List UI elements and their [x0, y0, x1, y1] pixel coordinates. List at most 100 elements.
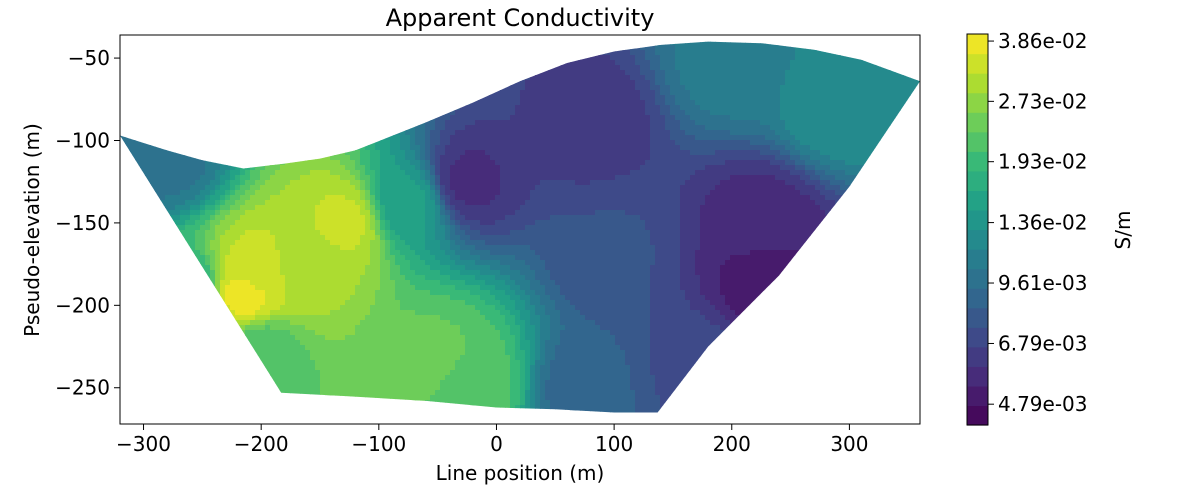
contour-cell — [315, 165, 321, 171]
contour-cell — [435, 165, 441, 171]
contour-cell — [635, 95, 641, 101]
contour-cell — [765, 125, 771, 131]
contour-cell — [545, 75, 551, 81]
contour-cell — [475, 160, 481, 166]
contour-cell — [695, 100, 701, 106]
contour-cell — [650, 185, 656, 191]
contour-cell — [760, 155, 766, 161]
contour-cell — [700, 55, 706, 61]
contour-cell — [175, 175, 181, 181]
contour-cell — [765, 100, 771, 106]
contour-cell — [545, 100, 551, 106]
contour-cell — [165, 190, 171, 196]
contour-cell — [595, 140, 601, 146]
contour-cell — [585, 165, 591, 171]
contour-cell — [495, 120, 501, 126]
contour-cell — [410, 155, 416, 161]
contour-cell — [390, 165, 396, 171]
contour-cell — [685, 41, 691, 46]
contour-cell — [890, 115, 896, 121]
contour-cell — [610, 180, 616, 186]
contour-cell — [810, 180, 816, 186]
contour-cell — [605, 160, 611, 166]
contour-cell — [635, 55, 641, 61]
contour-cell — [460, 150, 466, 156]
contour-cell — [835, 185, 841, 191]
contour-cell — [630, 75, 636, 81]
contour-cell — [770, 150, 776, 156]
contour-cell — [810, 165, 816, 171]
contour-cell — [860, 70, 866, 76]
contour-cell — [455, 110, 461, 116]
contour-cell — [585, 125, 591, 131]
contour-cell — [570, 175, 576, 181]
contour-cell — [230, 185, 236, 191]
contour-cell — [510, 140, 516, 146]
contour-cell — [560, 135, 566, 141]
contour-cell — [880, 125, 886, 131]
contour-cell — [865, 80, 871, 86]
contour-cell — [720, 100, 726, 106]
contour-cell — [855, 75, 861, 81]
contour-cell — [825, 100, 831, 106]
contour-cell — [710, 85, 716, 91]
contour-cell — [455, 160, 461, 166]
contour-cell — [430, 140, 436, 146]
contour-cell — [820, 160, 826, 166]
contour-cell — [850, 65, 856, 71]
contour-cell — [235, 165, 241, 171]
contour-cell — [260, 180, 266, 186]
contour-cell — [510, 85, 516, 91]
contour-cell — [770, 130, 776, 136]
contour-cell — [800, 90, 806, 96]
contour-cell — [555, 145, 561, 151]
contour-cell — [345, 170, 351, 176]
contour-cell — [755, 55, 761, 61]
contour-cell — [820, 185, 826, 191]
contour-cell — [705, 95, 711, 101]
contour-cell — [685, 105, 691, 111]
contour-cell — [650, 95, 656, 101]
contour-cell — [765, 145, 771, 151]
contour-cell — [715, 135, 721, 141]
contour-cell — [875, 140, 881, 146]
contour-cell — [520, 170, 526, 176]
contour-cell — [425, 150, 431, 156]
contour-cell — [750, 165, 756, 171]
contour-cell — [690, 105, 696, 111]
contour-cell — [870, 110, 876, 116]
contour-cell — [600, 115, 606, 121]
contour-cell — [620, 180, 626, 186]
contour-cell — [740, 90, 746, 96]
contour-cell — [680, 120, 686, 126]
contour-cell — [820, 125, 826, 131]
contour-cell — [155, 165, 161, 171]
contour-cell — [575, 155, 581, 161]
contour-cell — [210, 165, 216, 171]
contour-cell — [795, 105, 801, 111]
contour-cell — [445, 115, 451, 121]
contour-cell — [730, 120, 736, 126]
contour-cell — [605, 185, 611, 191]
contour-cell — [780, 165, 786, 171]
contour-cell — [880, 65, 886, 71]
contour-cell — [790, 145, 796, 151]
contour-cell — [615, 170, 621, 176]
contour-cell — [685, 60, 691, 66]
contour-cell — [505, 140, 511, 146]
contour-cell — [695, 135, 701, 141]
contour-cell — [255, 165, 261, 171]
contour-cell — [610, 145, 616, 151]
contour-cell — [830, 55, 836, 61]
contour-cell — [560, 85, 566, 91]
contour-cell — [655, 80, 661, 86]
contour-cell — [590, 120, 596, 126]
contour-cell — [465, 155, 471, 161]
contour-cell — [500, 125, 506, 131]
contour-cell — [505, 90, 511, 96]
contour-cell — [420, 165, 426, 171]
contour-cell — [650, 145, 656, 151]
contour-cell — [500, 145, 506, 151]
contour-cell — [585, 75, 591, 81]
contour-cell — [145, 175, 151, 181]
